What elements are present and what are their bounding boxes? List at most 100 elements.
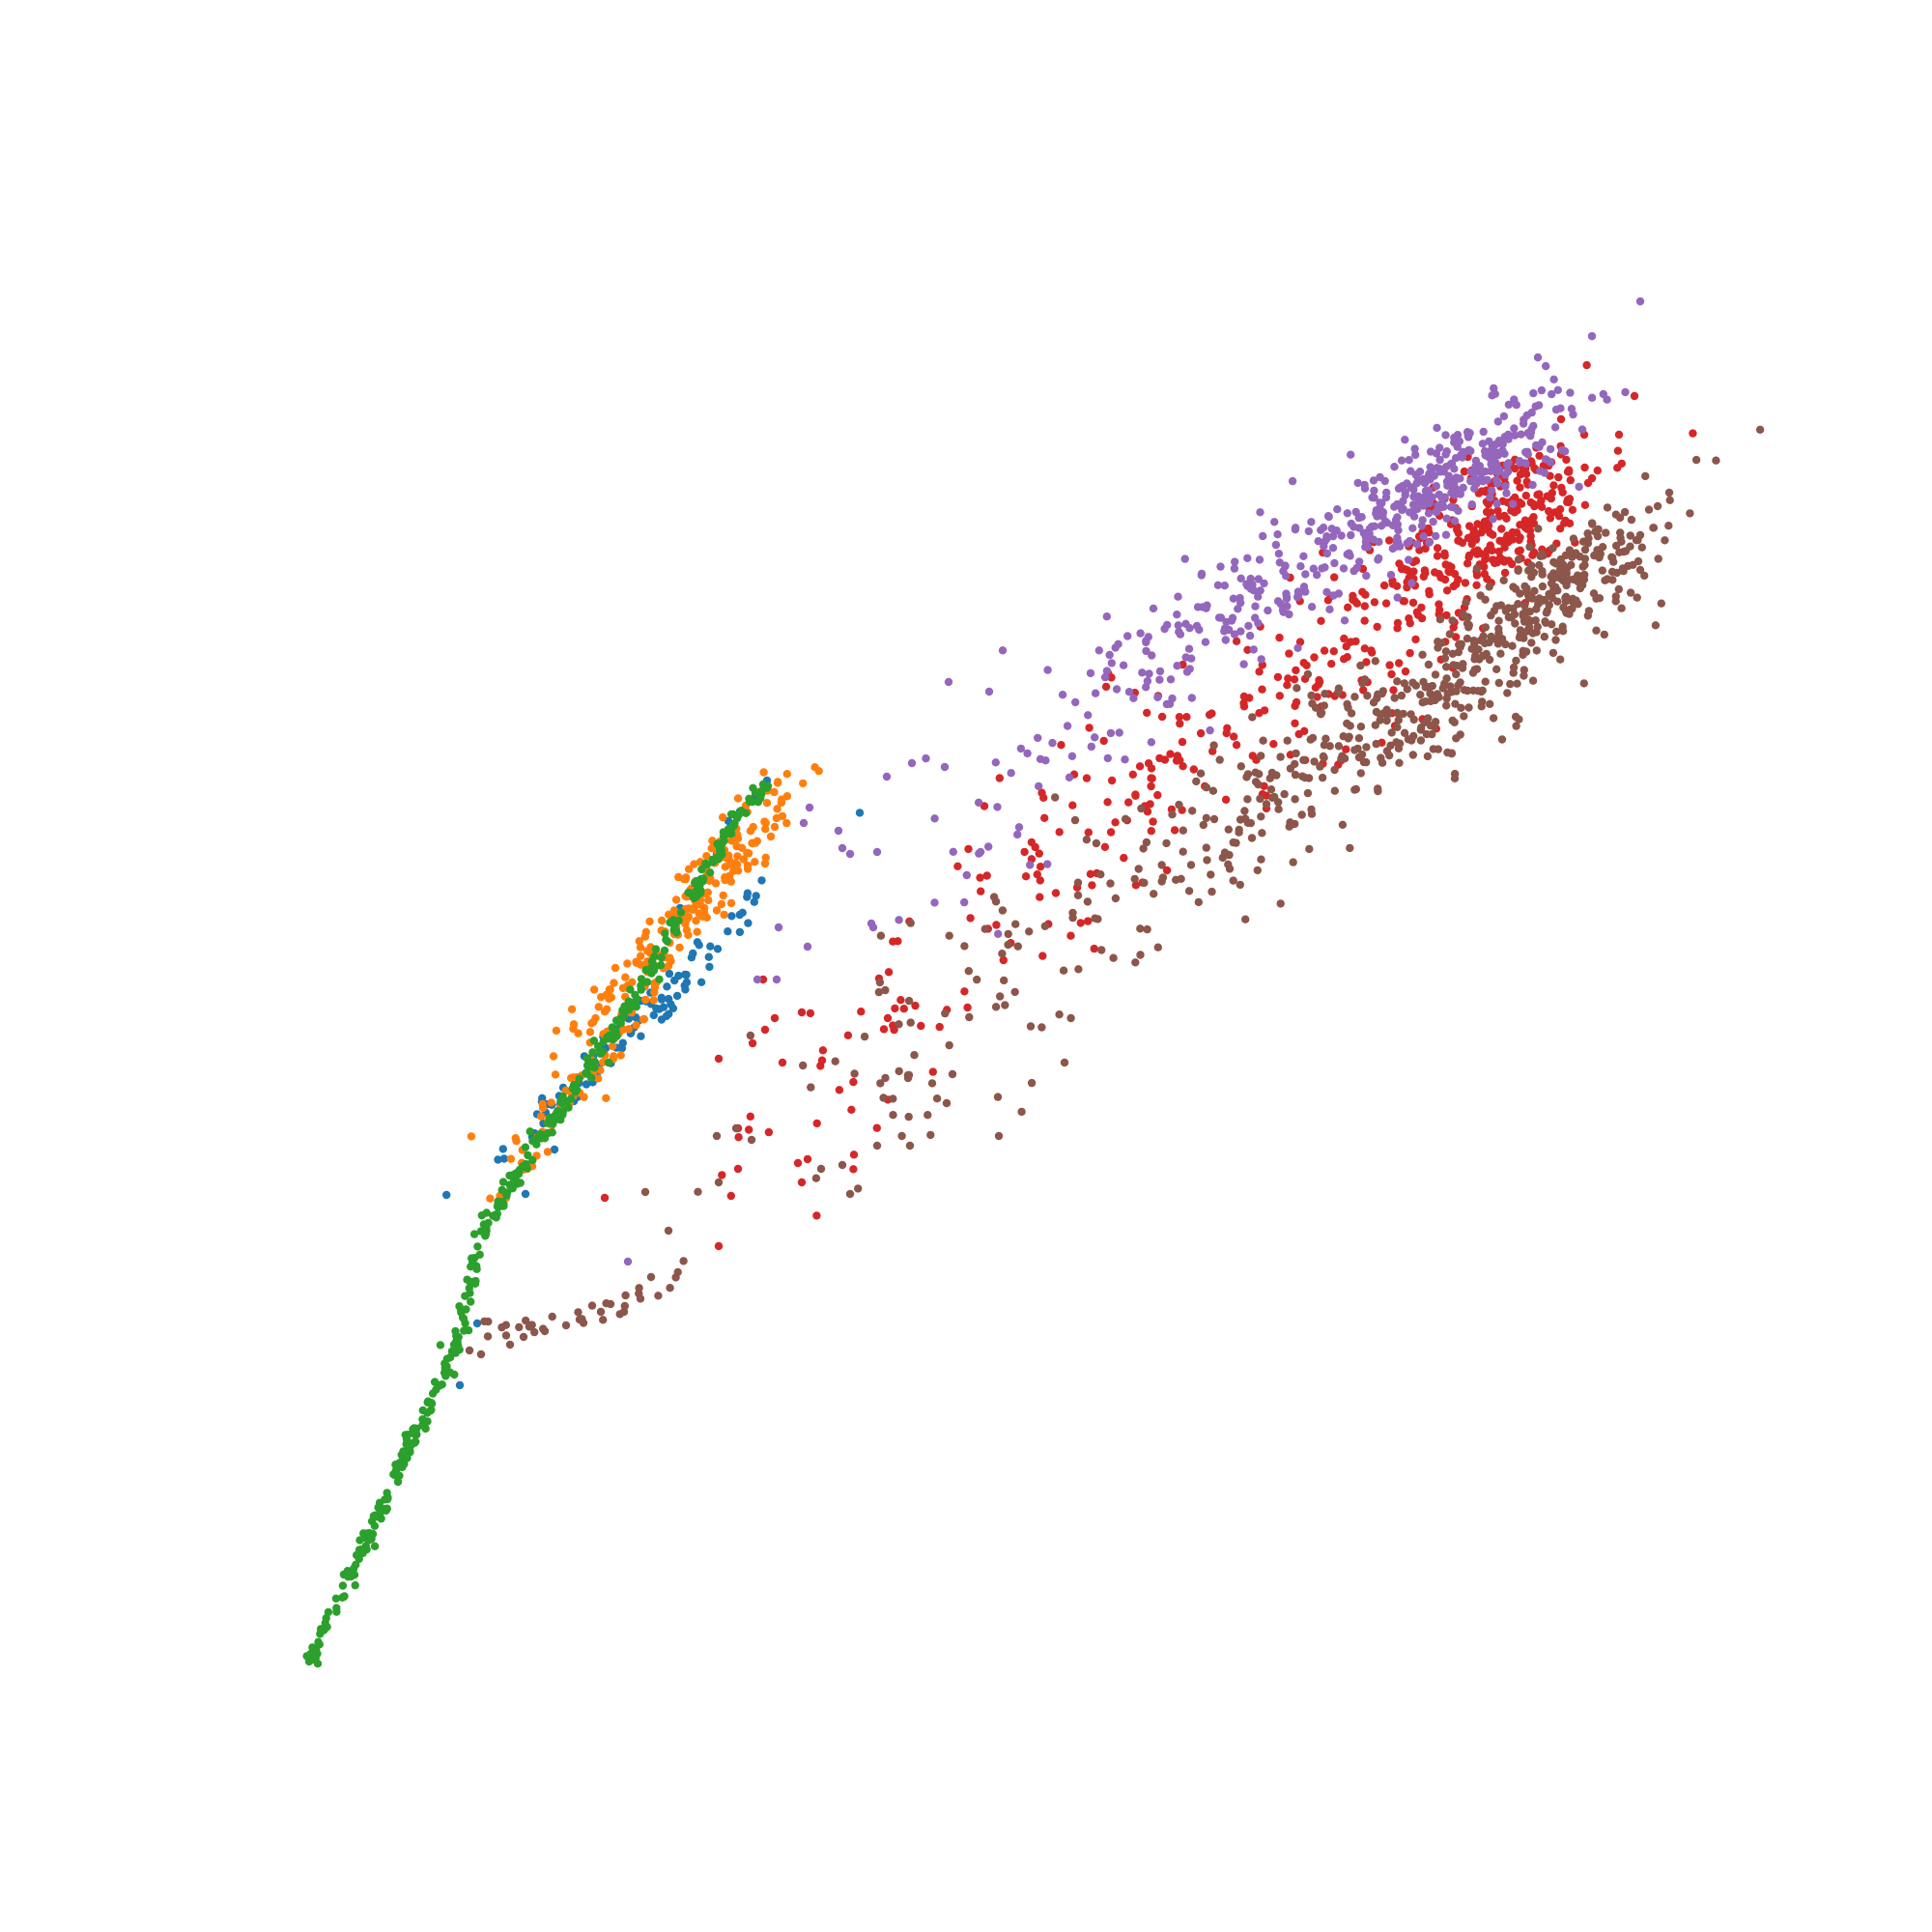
scatter-point <box>679 1257 688 1265</box>
scatter-point <box>1131 958 1140 967</box>
scatter-point <box>597 993 606 1002</box>
scatter-point <box>1063 722 1072 730</box>
scatter-point <box>1124 688 1134 696</box>
scatter-point <box>1218 853 1228 863</box>
scatter-point <box>1410 444 1419 453</box>
scatter-point <box>1400 679 1409 688</box>
scatter-point <box>876 931 886 940</box>
scatter-point <box>735 927 745 937</box>
scatter-point <box>1134 865 1143 873</box>
scatter-point <box>1225 865 1235 873</box>
scatter-point <box>574 1308 582 1317</box>
scatter-point <box>1513 476 1521 485</box>
scatter-point <box>1057 741 1065 750</box>
scatter-point <box>1392 582 1402 590</box>
scatter-point <box>799 1061 808 1070</box>
scatter-point <box>1230 732 1238 741</box>
scatter-point <box>1362 757 1371 767</box>
scatter-point <box>1360 602 1370 611</box>
scatter-point <box>761 818 770 828</box>
scatter-point <box>1292 697 1301 707</box>
scatter-point <box>505 1340 515 1350</box>
scatter-point <box>1532 440 1541 450</box>
scatter-point <box>994 929 1003 938</box>
scatter-point <box>536 1134 546 1143</box>
scatter-series-6 <box>465 425 1765 1359</box>
scatter-point <box>1264 606 1272 615</box>
scatter-point <box>1540 469 1549 477</box>
scatter-point <box>1664 522 1673 530</box>
scatter-point <box>1462 598 1470 607</box>
scatter-point <box>521 1189 530 1199</box>
scatter-point <box>679 874 689 884</box>
scatter-point <box>561 1321 571 1330</box>
scatter-point <box>1461 579 1470 587</box>
scatter-point <box>1259 531 1267 541</box>
scatter-point <box>423 1408 432 1417</box>
scatter-point <box>332 1607 341 1616</box>
scatter-point <box>441 1372 450 1380</box>
scatter-point <box>1084 917 1093 925</box>
scatter-point <box>1442 514 1451 523</box>
scatter-point <box>1624 561 1633 571</box>
scatter-point <box>1350 746 1359 754</box>
scatter-point <box>1614 584 1624 594</box>
scatter-point <box>1060 1058 1069 1067</box>
scatter-point <box>1613 446 1623 455</box>
scatter-point <box>743 848 752 857</box>
scatter-point <box>623 1257 633 1266</box>
scatter-point <box>1274 798 1283 807</box>
scatter-point <box>540 1326 550 1336</box>
scatter-point <box>684 930 693 940</box>
scatter-point <box>637 1032 645 1040</box>
scatter-point <box>1433 544 1442 553</box>
scatter-point <box>588 1063 597 1071</box>
scatter-point <box>1449 503 1459 512</box>
scatter-point <box>1467 644 1476 653</box>
scatter-point <box>546 1113 554 1122</box>
scatter-point <box>737 843 747 852</box>
scatter-point <box>1322 587 1331 597</box>
scatter-point <box>1338 820 1348 829</box>
scatter-point <box>879 1025 889 1034</box>
scatter-point <box>1510 431 1520 440</box>
scatter-point <box>1598 543 1607 552</box>
scatter-point <box>1240 807 1249 815</box>
scatter-point <box>469 1277 477 1287</box>
scatter-point <box>1512 401 1521 410</box>
scatter-point <box>543 1148 553 1156</box>
scatter-point <box>1409 731 1418 741</box>
scatter-point <box>1686 509 1694 518</box>
scatter-point <box>1397 691 1406 700</box>
scatter-point <box>1359 686 1368 695</box>
scatter-point <box>1055 1010 1064 1019</box>
scatter-point <box>992 921 1001 929</box>
scatter-point <box>906 1018 915 1027</box>
scatter-point <box>998 950 1007 958</box>
scatter-point <box>1372 707 1381 717</box>
scatter-point <box>515 1322 524 1332</box>
scatter-point <box>1387 728 1396 737</box>
scatter-point <box>697 865 706 874</box>
scatter-point <box>911 1001 920 1010</box>
scatter-point <box>665 910 673 919</box>
scatter-point <box>1555 505 1565 514</box>
scatter-point <box>1106 828 1116 837</box>
scatter-point <box>1013 830 1022 839</box>
scatter-point <box>696 898 704 907</box>
scatter-point <box>1260 706 1269 715</box>
scatter-point <box>1259 736 1267 745</box>
scatter-point <box>1257 752 1265 760</box>
scatter-point <box>942 1098 952 1108</box>
scatter-point <box>528 1155 537 1165</box>
scatter-point <box>764 1127 774 1137</box>
scatter-point <box>897 1131 906 1141</box>
scatter-point <box>807 1083 815 1092</box>
scatter-point <box>1083 897 1093 906</box>
scatter-point <box>1149 604 1158 613</box>
scatter-point <box>1407 579 1416 587</box>
scatter-point <box>1508 641 1517 650</box>
scatter-point <box>799 818 809 828</box>
scatter-point <box>1580 545 1590 554</box>
scatter-point <box>1153 790 1162 800</box>
